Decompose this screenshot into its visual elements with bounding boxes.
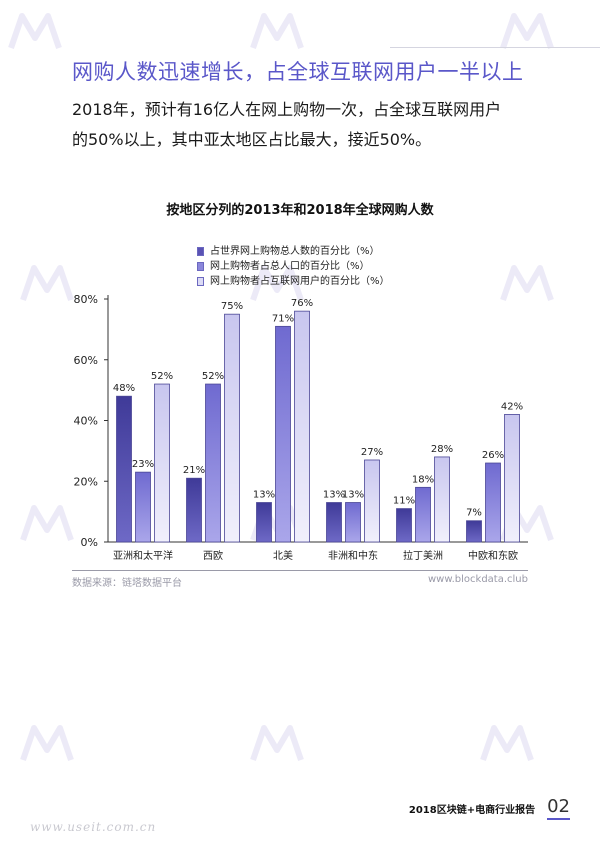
bar-series-2: [275, 325, 291, 543]
data-label: 21%: [183, 465, 205, 476]
bar-series-1: [186, 477, 202, 543]
data-label: 13%: [253, 490, 275, 501]
watermark-logo-icon: [8, 13, 62, 49]
y-tick-label: 0%: [81, 536, 98, 549]
data-label: 18%: [412, 474, 434, 485]
data-label: 75%: [221, 301, 243, 312]
x-category-label: 非洲和中东: [328, 549, 378, 562]
bar-series-3: [504, 414, 520, 543]
bar-series-1: [116, 395, 132, 543]
watermark-logo-icon: [250, 13, 304, 49]
bar-series-1: [326, 502, 342, 543]
legend-item-series-3: 网上购物者占互联网用户的百分比（%）: [197, 274, 390, 289]
bar-series-3: [294, 310, 310, 543]
top-rule: [390, 47, 600, 48]
bar-series-2: [485, 462, 501, 543]
legend-label-series-2: 网上购物者占总人口的百分比（%）: [210, 261, 370, 272]
data-label: 13%: [342, 490, 364, 501]
watermark-logo-icon: [20, 725, 74, 761]
x-category-label: 拉丁美洲: [403, 549, 443, 562]
data-label: 52%: [151, 371, 173, 382]
y-tick-label: 80%: [74, 293, 98, 306]
bar-series-2: [345, 502, 361, 543]
x-category-label: 北美: [273, 549, 293, 562]
bar-series-1: [396, 508, 412, 543]
watermark-logo-icon: [250, 725, 304, 761]
data-label: 23%: [132, 459, 154, 470]
bar-series-2: [135, 471, 151, 543]
lead-line-2: 的50%以上，其中亚太地区占比最大，接近50%。: [72, 130, 432, 149]
bar-series-2: [415, 486, 431, 543]
x-category-label: 亚洲和太平洋: [113, 549, 173, 562]
lead-line-1: 2018年，预计有16亿人在网上购物一次，占全球互联网用户: [72, 100, 502, 119]
legend-label-series-1: 占世界网上购物总人数的百分比（%）: [210, 246, 380, 257]
legend-swatch-series-1: [197, 247, 204, 256]
data-label: 27%: [361, 447, 383, 458]
data-label: 26%: [482, 450, 504, 461]
data-label: 76%: [291, 298, 313, 309]
data-label: 28%: [431, 444, 453, 455]
bar-series-3: [434, 456, 450, 543]
bar-chart: 0% 20% 40% 60% 80% 48% 23% 52% 亚洲和太平洋 21% 52% 75% 西欧…: [74, 293, 528, 562]
data-label: 48%: [113, 383, 135, 394]
source-note: 数据来源：链塔数据平台: [72, 578, 182, 589]
data-label: 7%: [466, 508, 482, 519]
legend-swatch-series-3: [197, 277, 204, 286]
y-tick-label: 60%: [74, 354, 98, 367]
legend-item-series-2: 网上购物者占总人口的百分比（%）: [197, 259, 390, 274]
source-rule: [72, 570, 528, 571]
bar-series-3: [154, 383, 170, 543]
watermark-logo-icon: [480, 725, 534, 761]
data-label: 11%: [393, 496, 415, 507]
footer-report-title: 2018区块链+电商行业报告: [408, 805, 536, 816]
page-number: 02: [547, 796, 570, 820]
legend-swatch-series-2: [197, 262, 204, 271]
chart-title: 按地区分列的2013年和2018年全球网购人数: [166, 203, 434, 218]
chart-legend: 占世界网上购物总人数的百分比（%） 网上购物者占总人口的百分比（%） 网上购物者…: [197, 244, 390, 289]
source-site: www.blockdata.club: [428, 574, 528, 585]
page-footer: 2018区块链+电商行业报告 02: [409, 796, 570, 820]
x-category-label: 中欧和东欧: [468, 549, 518, 562]
y-tick-label: 20%: [74, 475, 98, 488]
lead-paragraph: 2018年，预计有16亿人在网上购物一次，占全球互联网用户 的50%以上，其中亚…: [72, 95, 542, 155]
data-label: 13%: [323, 490, 345, 501]
data-label: 42%: [501, 401, 523, 412]
page-headline: 网购人数迅速增长，占全球互联网用户一半以上: [72, 60, 524, 84]
legend-label-series-3: 网上购物者占互联网用户的百分比（%）: [210, 276, 390, 287]
bar-series-3: [364, 459, 380, 543]
x-category-label: 西欧: [203, 550, 223, 562]
bar-series-2: [205, 383, 221, 543]
bar-series-1: [256, 502, 272, 543]
bar-series-3: [224, 313, 240, 543]
y-tick-label: 40%: [74, 415, 98, 428]
watermark-logo-icon: [500, 13, 554, 49]
bottom-watermark: www.useit.com.cn: [30, 820, 157, 834]
data-label: 71%: [272, 313, 294, 324]
bar-series-1: [466, 520, 482, 543]
data-label: 52%: [202, 371, 224, 382]
legend-item-series-1: 占世界网上购物总人数的百分比（%）: [197, 244, 390, 259]
